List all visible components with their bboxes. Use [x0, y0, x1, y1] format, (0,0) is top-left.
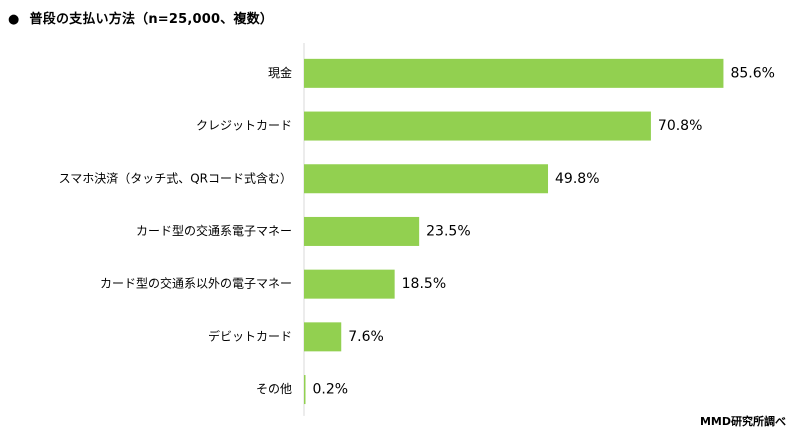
bar	[304, 111, 651, 141]
chart-title: ● 普段の支払い方法（n=25,000、複数）	[8, 8, 273, 27]
title-bullet: ●	[8, 12, 20, 27]
value-label: 7.6%	[348, 329, 384, 345]
value-label: 85.6%	[730, 65, 774, 81]
category-label: クレジットカード	[196, 119, 292, 133]
category-label: カード型の交通系以外の電子マネー	[100, 276, 292, 291]
title-text: 普段の支払い方法（n=25,000、複数）	[29, 12, 274, 27]
bar	[304, 269, 395, 299]
bar	[304, 216, 420, 246]
category-label: その他	[256, 382, 292, 396]
bar	[304, 375, 306, 405]
value-label: 18.5%	[402, 276, 446, 292]
value-label: 70.8%	[658, 118, 702, 134]
value-label: 23.5%	[426, 223, 470, 239]
value-label: 0.2%	[313, 382, 349, 398]
category-label: 現金	[268, 65, 292, 80]
source-credit: MMD研究所調べ	[699, 415, 786, 428]
category-label: スマホ決済（タッチ式、QRコード式含む）	[59, 170, 292, 185]
bar	[304, 322, 342, 352]
bar	[304, 164, 549, 194]
bar	[304, 58, 724, 88]
category-label: デビットカード	[208, 328, 292, 343]
value-label: 49.8%	[555, 171, 599, 187]
category-label: カード型の交通系電子マネー	[136, 223, 292, 238]
